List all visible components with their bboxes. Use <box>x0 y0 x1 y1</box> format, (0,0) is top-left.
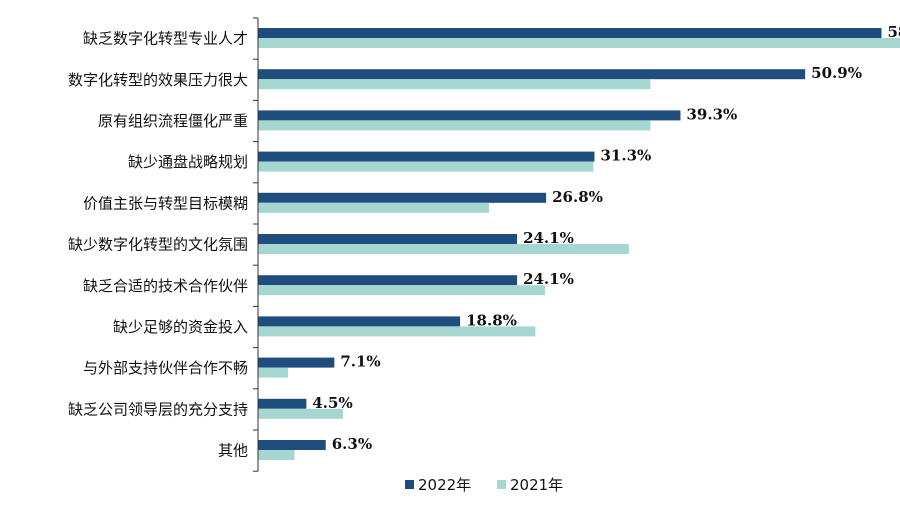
bar-2022 <box>258 192 547 203</box>
bar-2021 <box>258 326 536 337</box>
data-label-2022: 24.1% <box>523 270 574 288</box>
legend-swatch <box>405 480 414 489</box>
data-label-2022: 31.3% <box>600 147 651 165</box>
data-label-2022: 6.3% <box>332 435 372 453</box>
category-label: 缺少通盘战略规划 <box>128 153 248 171</box>
category-label: 原有组织流程僵化严重 <box>98 112 248 130</box>
data-label-2022: 58.0% <box>888 23 900 41</box>
data-label-2022: 7.1% <box>340 353 380 371</box>
bar-2021 <box>258 408 343 419</box>
bar-2021 <box>258 450 295 460</box>
data-label-2022: 26.8% <box>552 188 603 206</box>
bar-2022 <box>258 398 307 409</box>
bars <box>258 28 900 460</box>
value-labels: 58.0% 50.9% 39.3% 31.3% 26.8% 24.1% 24.1% 18.8%… <box>312 23 900 453</box>
category-label: 缺少足够的资金投入 <box>113 318 248 336</box>
bar-2021 <box>258 244 629 254</box>
legend-label: 2021年 <box>510 476 563 494</box>
data-label-2022: 24.1% <box>523 229 574 247</box>
bar-2022 <box>258 28 882 38</box>
data-label-2022: 18.8% <box>466 311 517 329</box>
category-label: 价值主张与转型目标模糊 <box>83 194 248 212</box>
bar-2022 <box>258 110 681 121</box>
bar-2021 <box>258 38 900 48</box>
bar-2022 <box>258 275 518 286</box>
bar-2022 <box>258 69 806 80</box>
category-label: 缺乏公司领导层的充分支持 <box>68 400 248 418</box>
bar-2021 <box>258 367 289 378</box>
legend-swatch <box>497 480 506 489</box>
category-label: 其他 <box>218 442 248 460</box>
category-label: 数字化转型的效果压力很大 <box>68 71 248 89</box>
legend: 2022年 2021年 <box>405 476 563 494</box>
bar-2022 <box>258 151 595 162</box>
bar-2022 <box>258 316 461 327</box>
bar-2022 <box>258 357 335 368</box>
category-label: 与外部支持伙伴合作不畅 <box>83 359 248 377</box>
data-label-2022: 50.9% <box>811 64 862 82</box>
bar-2021 <box>258 79 651 90</box>
bar-2021 <box>258 120 651 131</box>
category-labels: 缺乏数字化转型专业人才数字化转型的效果压力很大原有组织流程僵化严重缺少通盘战略规… <box>68 30 248 460</box>
bar-2021 <box>258 285 546 296</box>
bar-2022 <box>258 440 326 450</box>
category-label: 缺乏合适的技术合作伙伴 <box>83 277 248 295</box>
y-axis-ticks <box>253 17 258 472</box>
bar-2021 <box>258 202 490 213</box>
category-label: 缺少数字化转型的文化氛围 <box>68 236 248 254</box>
legend-label: 2022年 <box>418 476 471 494</box>
bar-2021 <box>258 161 594 172</box>
data-label-2022: 4.5% <box>312 394 352 412</box>
category-label: 缺乏数字化转型专业人才 <box>83 30 248 48</box>
bar-2022 <box>258 234 518 244</box>
data-label-2022: 39.3% <box>686 105 737 123</box>
